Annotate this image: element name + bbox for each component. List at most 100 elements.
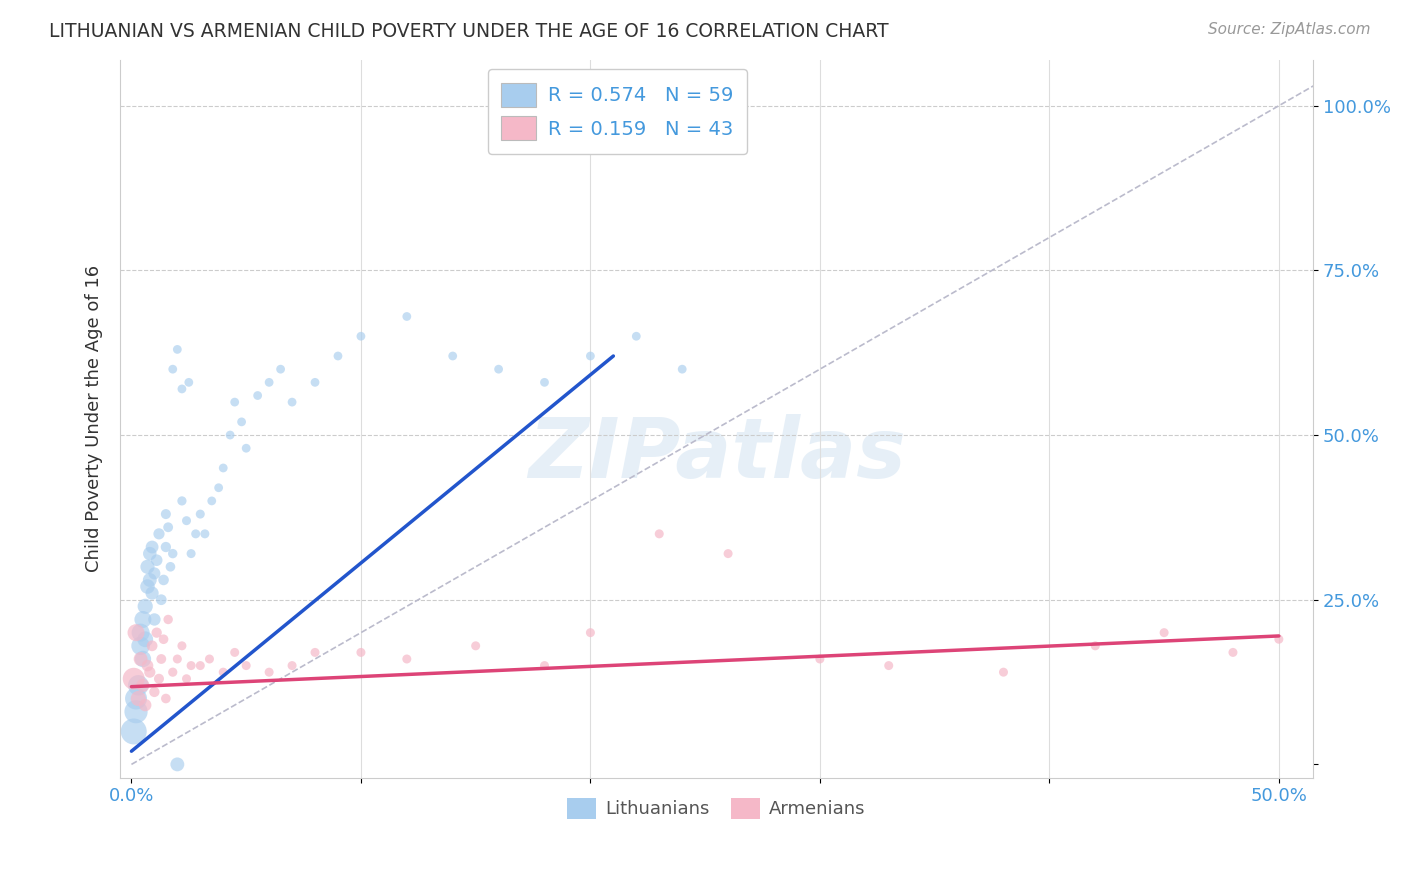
Point bbox=[270, 362, 292, 376]
Point bbox=[125, 691, 148, 706]
Text: ZIPatlas: ZIPatlas bbox=[527, 414, 905, 495]
Point bbox=[132, 678, 155, 692]
Point bbox=[134, 599, 156, 614]
Y-axis label: Child Poverty Under the Age of 16: Child Poverty Under the Age of 16 bbox=[86, 265, 103, 572]
Point bbox=[188, 658, 211, 673]
Point bbox=[122, 672, 145, 686]
Point bbox=[134, 698, 156, 712]
Point bbox=[579, 349, 602, 363]
Point bbox=[1084, 639, 1107, 653]
Point bbox=[717, 547, 740, 561]
Point bbox=[176, 672, 198, 686]
Point bbox=[155, 507, 177, 521]
Point bbox=[170, 382, 193, 396]
Point bbox=[281, 658, 304, 673]
Point bbox=[150, 652, 173, 666]
Point bbox=[157, 612, 180, 626]
Point bbox=[350, 645, 373, 659]
Point bbox=[395, 652, 418, 666]
Point bbox=[201, 494, 224, 508]
Point bbox=[143, 612, 166, 626]
Point bbox=[877, 658, 900, 673]
Point bbox=[235, 441, 257, 455]
Point bbox=[208, 481, 231, 495]
Point bbox=[148, 672, 170, 686]
Point bbox=[132, 652, 155, 666]
Point bbox=[139, 665, 162, 680]
Point bbox=[212, 461, 235, 475]
Point bbox=[626, 329, 648, 343]
Point bbox=[212, 665, 235, 680]
Point bbox=[180, 658, 202, 673]
Point bbox=[139, 573, 162, 587]
Point bbox=[125, 625, 148, 640]
Point bbox=[134, 632, 156, 647]
Point bbox=[184, 526, 207, 541]
Point bbox=[993, 665, 1015, 680]
Point bbox=[304, 645, 326, 659]
Point bbox=[152, 632, 174, 647]
Point bbox=[533, 376, 555, 390]
Point bbox=[159, 559, 181, 574]
Point bbox=[177, 376, 200, 390]
Point bbox=[246, 388, 269, 402]
Point bbox=[533, 658, 555, 673]
Point bbox=[145, 625, 167, 640]
Point bbox=[231, 415, 253, 429]
Point bbox=[150, 592, 173, 607]
Point bbox=[464, 639, 486, 653]
Point bbox=[1153, 625, 1175, 640]
Point bbox=[155, 691, 177, 706]
Point bbox=[579, 625, 602, 640]
Point bbox=[326, 349, 349, 363]
Point bbox=[219, 428, 242, 442]
Point bbox=[152, 573, 174, 587]
Point bbox=[162, 665, 184, 680]
Point bbox=[166, 652, 188, 666]
Point bbox=[304, 376, 326, 390]
Point bbox=[395, 310, 418, 324]
Point bbox=[125, 705, 148, 719]
Point bbox=[180, 547, 202, 561]
Point bbox=[224, 395, 246, 409]
Point bbox=[141, 639, 163, 653]
Point bbox=[162, 547, 184, 561]
Point bbox=[1268, 632, 1291, 647]
Point bbox=[257, 665, 280, 680]
Point bbox=[129, 639, 152, 653]
Point bbox=[139, 547, 162, 561]
Legend: Lithuanians, Armenians: Lithuanians, Armenians bbox=[560, 790, 873, 826]
Point bbox=[148, 526, 170, 541]
Point bbox=[157, 520, 180, 534]
Point bbox=[122, 724, 145, 739]
Point bbox=[671, 362, 693, 376]
Point bbox=[170, 639, 193, 653]
Point bbox=[136, 580, 159, 594]
Point bbox=[145, 553, 167, 567]
Point bbox=[127, 678, 149, 692]
Point bbox=[129, 625, 152, 640]
Point bbox=[281, 395, 304, 409]
Point bbox=[166, 343, 188, 357]
Point bbox=[188, 507, 211, 521]
Point bbox=[143, 566, 166, 581]
Point bbox=[194, 526, 217, 541]
Point bbox=[155, 540, 177, 554]
Text: Source: ZipAtlas.com: Source: ZipAtlas.com bbox=[1208, 22, 1371, 37]
Point bbox=[170, 494, 193, 508]
Point bbox=[441, 349, 464, 363]
Point bbox=[1222, 645, 1244, 659]
Point bbox=[350, 329, 373, 343]
Point bbox=[808, 652, 831, 666]
Point bbox=[132, 612, 155, 626]
Point bbox=[257, 376, 280, 390]
Point bbox=[162, 362, 184, 376]
Point bbox=[141, 540, 163, 554]
Point bbox=[127, 691, 149, 706]
Point bbox=[136, 559, 159, 574]
Point bbox=[129, 652, 152, 666]
Point bbox=[648, 526, 671, 541]
Point bbox=[141, 586, 163, 600]
Point bbox=[235, 658, 257, 673]
Point bbox=[198, 652, 221, 666]
